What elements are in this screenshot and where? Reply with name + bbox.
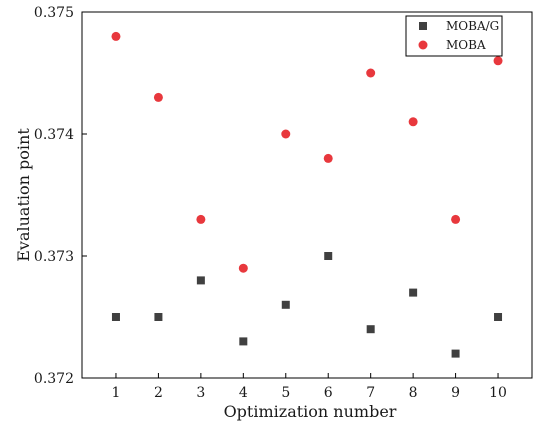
data-point-moba-g — [154, 313, 163, 321]
x-tick-labels-group: 1 2 3 4 5 6 7 8 9 10 — [112, 385, 507, 401]
x-tick-label: 7 — [366, 385, 375, 401]
x-tick-label: 10 — [489, 385, 507, 401]
data-point-moba — [451, 214, 461, 224]
plot-marks-group — [111, 31, 503, 358]
x-tick-label: 1 — [112, 385, 121, 401]
x-axis-title: Optimization number — [224, 402, 397, 421]
data-point-moba-g — [324, 252, 333, 260]
data-point-moba-g — [111, 313, 120, 321]
x-ticks-group — [115, 373, 499, 378]
data-point-moba-g — [494, 313, 503, 321]
y-tick-labels-group: 0.372 0.373 0.374 0.375 — [34, 5, 74, 387]
legend-marker-moba-g — [419, 22, 427, 30]
legend: MOBA/G MOBA — [405, 15, 503, 57]
data-point-moba — [323, 153, 333, 163]
data-point-moba — [196, 214, 206, 224]
x-tick-label: 5 — [281, 385, 290, 401]
x-tick-label: 8 — [409, 385, 418, 401]
y-tick-label: 0.372 — [34, 371, 74, 387]
legend-label-moba-g: MOBA/G — [446, 19, 499, 33]
data-point-moba-g — [409, 288, 418, 297]
data-point-moba-g — [451, 349, 460, 358]
y-tick-label: 0.373 — [34, 249, 74, 265]
y-ticks-group — [82, 11, 87, 379]
y-tick-label: 0.375 — [34, 5, 74, 21]
legend-marker-moba — [418, 40, 428, 50]
data-point-moba-g — [366, 325, 375, 334]
data-point-moba-g — [196, 276, 205, 285]
y-axis-title: Evaluation point — [14, 128, 33, 262]
y-tick-label: 0.374 — [34, 127, 74, 143]
x-tick-label: 3 — [196, 385, 205, 401]
x-tick-label: 9 — [451, 385, 460, 401]
x-tick-label: 2 — [154, 385, 163, 401]
plot-frame — [81, 11, 533, 379]
data-point-moba-g — [239, 337, 248, 346]
data-point-moba — [111, 31, 121, 41]
x-tick-label: 4 — [239, 385, 248, 401]
data-point-moba — [238, 263, 248, 273]
legend-label-moba: MOBA — [446, 38, 486, 52]
data-point-moba — [366, 68, 376, 78]
data-point-moba — [493, 56, 503, 66]
data-point-moba-g — [281, 300, 290, 309]
x-tick-label: 6 — [324, 385, 333, 401]
data-point-moba — [281, 129, 291, 139]
data-point-moba — [408, 117, 418, 127]
data-point-moba — [153, 92, 163, 102]
